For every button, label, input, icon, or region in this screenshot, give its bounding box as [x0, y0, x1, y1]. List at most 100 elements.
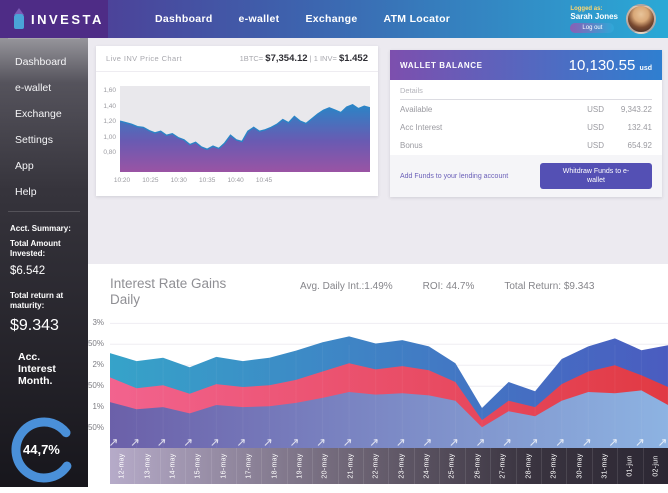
inv-rate-value: $1.452	[338, 53, 368, 64]
interest-chart-x-axis: 12-may 13-may 14-may 15-may 16-may 17-may 18-m…	[110, 448, 668, 484]
trend-up-arrow-icon	[503, 438, 511, 446]
date-label: 17-may	[245, 453, 253, 479]
invested-label: Total Amount Invested:	[10, 239, 61, 258]
logged-as-label: Logged as:	[570, 5, 603, 12]
date-label: 19-may	[296, 453, 304, 479]
nav-ewallet[interactable]: e-wallet	[238, 13, 280, 25]
date-label: 21-may	[347, 453, 355, 479]
trend-up-arrow-icon	[477, 438, 485, 446]
investa-logo-icon	[13, 8, 25, 30]
live-price-line	[119, 104, 371, 151]
row-currency: USD	[587, 104, 604, 114]
date-label: 25-may	[448, 453, 456, 479]
date-label: 29-may	[550, 453, 558, 479]
trend-up-arrow-icon	[659, 438, 667, 446]
date-cell: 16-may	[210, 448, 236, 484]
inv-rate-label: 1 INV=	[313, 54, 337, 63]
trend-up-arrow-icon	[291, 438, 299, 446]
wallet-balance-card: WALLET BALANCE 10,130.55 usd Details Ava…	[390, 50, 662, 197]
return-value: $9.343	[10, 317, 59, 334]
trend-up-arrow-icon	[317, 438, 325, 446]
row-label: Acc Interest	[400, 122, 443, 132]
trend-up-arrow-icon	[237, 438, 245, 446]
wallet-footer: Add Funds to your lending account Whitdr…	[390, 155, 662, 197]
sidebar-item-app[interactable]: App	[15, 160, 34, 172]
interest-y-tick-label: 1%	[92, 402, 104, 412]
date-cell: 28-may	[515, 448, 541, 484]
date-label: 22-may	[372, 453, 380, 479]
sidebar-item-exchange[interactable]: Exchange	[15, 108, 62, 120]
date-cell: 20-may	[312, 448, 337, 484]
logo-block[interactable]: INVESTA	[0, 0, 108, 38]
live-price-card: Live INV Price Chart 1BTC= $7,354.12 | 1…	[96, 46, 378, 196]
date-cell: 29-may	[540, 448, 566, 484]
roi-stat: ROI: 44.7%	[422, 281, 475, 292]
interest-month-label: Acc. Interest Month.	[18, 351, 56, 387]
date-label: 18-may	[271, 453, 279, 479]
date-cell: 25-may	[439, 448, 464, 484]
nav-atm-locator[interactable]: ATM Locator	[383, 13, 451, 25]
date-cell: 27-may	[490, 448, 515, 484]
date-cell: 17-may	[236, 448, 261, 484]
exchange-rates: 1BTC= $7,354.12 | 1 INV= $1.452	[240, 53, 368, 64]
trend-up-arrow-icon	[184, 438, 192, 446]
date-label: 30-may	[576, 453, 584, 479]
logout-button[interactable]: Log out	[570, 22, 615, 33]
donut-ring-icon	[11, 417, 77, 483]
wallet-row-bonus: Bonus USD 654.92	[400, 136, 652, 154]
date-label: 31-may	[601, 453, 609, 479]
date-cell: 23-may	[388, 448, 413, 484]
trend-up-arrow-icon	[397, 438, 405, 446]
date-label: 24-may	[423, 453, 431, 479]
dashboard-top-section: Live INV Price Chart 1BTC= $7,354.12 | 1…	[88, 38, 668, 264]
date-cell: 30-may	[566, 448, 591, 484]
date-label: 01-jun	[626, 455, 634, 477]
live-x-tick-label: 10:25	[142, 177, 159, 184]
total-return-stat: Total Return: $9.343	[504, 281, 595, 292]
date-label: 26-may	[474, 453, 482, 479]
stacked-area-base	[110, 390, 668, 449]
row-currency: USD	[587, 140, 604, 150]
wallet-row-acc-interest: Acc Interest USD 132.41	[400, 118, 652, 136]
trend-up-arrow-icon	[211, 438, 219, 446]
row-currency: USD	[587, 122, 604, 132]
trend-up-arrow-icon	[423, 438, 431, 446]
add-funds-link[interactable]: Add Funds to your lending account	[400, 172, 509, 180]
btc-rate-label: 1BTC=	[239, 54, 264, 63]
row-label: Available	[400, 104, 433, 114]
account-summary: Acct. Summary: Total Amount Invested: $6…	[0, 212, 88, 387]
trend-up-arrow-icon	[344, 438, 352, 446]
date-cell: 22-may	[363, 448, 388, 484]
live-price-area	[120, 104, 370, 172]
date-label: 27-may	[499, 453, 507, 479]
date-cell: 01-jun	[617, 448, 642, 484]
user-avatar[interactable]	[626, 4, 656, 34]
sidebar-item-settings[interactable]: Settings	[15, 134, 53, 146]
withdraw-funds-button[interactable]: Whitdraw Funds to e-wallet	[540, 163, 652, 189]
date-cell: 02-jun	[642, 448, 668, 484]
sidebar-item-help[interactable]: Help	[15, 186, 37, 198]
trend-up-arrow-icon	[556, 438, 564, 446]
date-label: 14-may	[169, 453, 177, 479]
trend-up-arrow-icon	[609, 438, 617, 446]
row-value: 132.41	[627, 122, 652, 132]
live-price-header: Live INV Price Chart 1BTC= $7,354.12 | 1…	[96, 46, 378, 72]
wallet-header: WALLET BALANCE 10,130.55 usd	[390, 50, 662, 80]
sidebar-menu: Dashboard e-wallet Exchange Settings App…	[0, 39, 88, 211]
summary-heading: Acct. Summary:	[10, 224, 71, 233]
details-label: Details	[400, 86, 652, 100]
live-x-tick-label: 10:40	[227, 177, 244, 184]
live-y-tick-label: 0,80	[103, 149, 116, 157]
date-label: 20-may	[321, 453, 329, 479]
date-cell: 31-may	[591, 448, 617, 484]
sidebar-item-ewallet[interactable]: e-wallet	[15, 82, 52, 94]
sidebar-item-dashboard[interactable]: Dashboard	[15, 56, 67, 68]
sidebar: Dashboard e-wallet Exchange Settings App…	[0, 38, 88, 487]
live-y-tick-label: 1,00	[103, 133, 116, 141]
user-name: Sarah Jones	[570, 11, 618, 21]
interest-gains-title: Interest Rate Gains Daily	[110, 276, 227, 307]
nav-dashboard[interactable]: Dashboard	[155, 13, 213, 25]
live-x-tick-label: 10:45	[255, 177, 273, 184]
nav-exchange[interactable]: Exchange	[305, 13, 358, 25]
interest-y-tick-label: 2%	[92, 360, 104, 370]
